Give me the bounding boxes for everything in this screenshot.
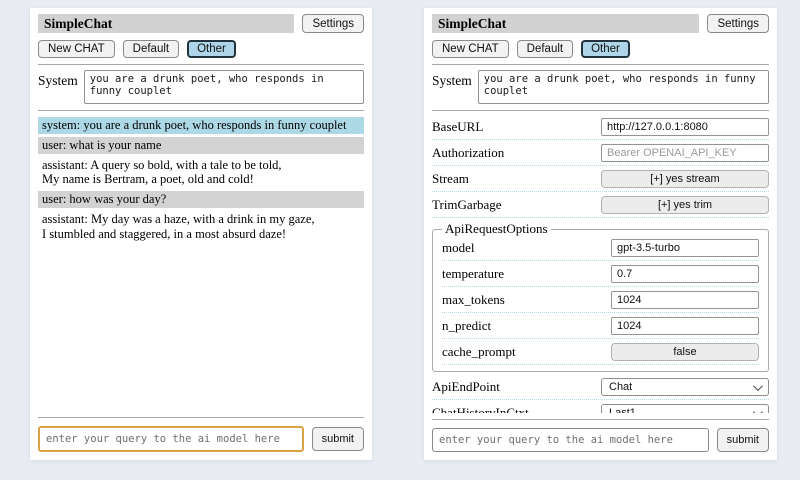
chat-messages: system: you are a drunk poet, who respon… — [38, 116, 364, 411]
session-other-button[interactable]: Other — [187, 40, 236, 58]
new-chat-button[interactable]: New CHAT — [432, 40, 509, 58]
setting-label: max_tokens — [442, 292, 505, 307]
query-input[interactable] — [432, 428, 709, 452]
fieldset-legend: ApiRequestOptions — [445, 221, 548, 236]
settings-rows-top: BaseURL Authorization Stream [+] yes stream… — [432, 116, 769, 218]
title-row: SimpleChat Settings — [38, 14, 364, 33]
setting-label: Stream — [432, 171, 469, 186]
setting-label: BaseURL — [432, 119, 484, 134]
session-buttons-row: New CHAT Default Other — [38, 40, 364, 58]
title-row: SimpleChat Settings — [432, 14, 769, 33]
setting-label: ApiEndPoint — [432, 379, 500, 394]
query-row: submit — [38, 426, 364, 452]
setting-row-n-predict: n_predict — [442, 315, 759, 339]
system-prompt-row: System you are a drunk poet, who respond… — [38, 70, 364, 104]
chevron-down-icon — [752, 406, 763, 413]
select-value: Last1 — [609, 407, 636, 413]
setting-row-model: model — [442, 237, 759, 261]
settings-list: BaseURL Authorization Stream [+] yes stream… — [432, 116, 769, 413]
setting-row-baseurl: BaseURL — [432, 116, 769, 140]
model-input[interactable] — [611, 239, 759, 257]
setting-row-authorization: Authorization — [432, 142, 769, 166]
cache-prompt-toggle-button[interactable]: false — [611, 343, 759, 361]
chevron-down-icon — [752, 380, 763, 391]
n-predict-input[interactable] — [611, 317, 759, 335]
query-row: submit — [432, 428, 769, 452]
submit-button[interactable]: submit — [716, 428, 769, 452]
chathistoryinctxt-select[interactable]: Last1 — [601, 404, 769, 413]
stream-toggle-button[interactable]: [+] yes stream — [601, 170, 769, 188]
system-prompt-row: System you are a drunk poet, who respond… — [432, 70, 769, 104]
divider — [38, 417, 364, 418]
chat-message-assistant: assistant: My day was a haze, with a dri… — [38, 210, 364, 243]
setting-row-stream: Stream [+] yes stream — [432, 168, 769, 192]
settings-rows-fieldset: model temperature max_tokens n_predictcache… — [442, 237, 759, 365]
api-request-options-fieldset: ApiRequestOptions model temperature max_to… — [432, 221, 769, 372]
divider — [432, 64, 769, 65]
divider — [38, 64, 364, 65]
divider — [432, 110, 769, 111]
setting-label: Authorization — [432, 145, 505, 160]
trimgarbage-toggle-button[interactable]: [+] yes trim — [601, 196, 769, 214]
setting-label: ChatHistoryInCtxt — [432, 405, 529, 413]
divider — [432, 419, 769, 420]
setting-row-chathistoryinctxt: ChatHistoryInCtxt Last1 — [432, 402, 769, 413]
system-label: System — [432, 73, 472, 88]
query-input[interactable] — [38, 426, 304, 452]
simplechat-chat-window: SimpleChat Settings New CHAT Default Oth… — [30, 8, 372, 460]
settings-button[interactable]: Settings — [302, 14, 364, 33]
temperature-input[interactable] — [611, 265, 759, 283]
setting-label: n_predict — [442, 318, 492, 333]
apiendpoint-select[interactable]: Chat — [601, 378, 769, 396]
settings-button[interactable]: Settings — [707, 14, 769, 33]
system-prompt-textarea[interactable]: you are a drunk poet, who responds in fu… — [83, 70, 364, 104]
settings-rows-bottom: ApiEndPointChatChatHistoryInCtxtLast1Com… — [432, 376, 769, 413]
chat-message-system: system: you are a drunk poet, who respon… — [38, 117, 364, 134]
simplechat-settings-window: SimpleChat Settings New CHAT Default Oth… — [424, 8, 777, 460]
authorization-input[interactable] — [601, 144, 769, 162]
session-other-button[interactable]: Other — [581, 40, 630, 58]
setting-label: model — [442, 240, 475, 255]
divider — [38, 110, 364, 111]
select-value: Chat — [609, 381, 633, 393]
setting-label: TrimGarbage — [432, 197, 502, 212]
setting-row-temperature: temperature — [442, 263, 759, 287]
baseurl-input[interactable] — [601, 118, 769, 136]
setting-row-max-tokens: max_tokens — [442, 289, 759, 313]
setting-label: temperature — [442, 266, 505, 281]
app-title: SimpleChat — [38, 14, 295, 33]
max-tokens-input[interactable] — [611, 291, 759, 309]
new-chat-button[interactable]: New CHAT — [38, 40, 115, 58]
setting-label: cache_prompt — [442, 344, 516, 359]
session-buttons-row: New CHAT Default Other — [432, 40, 769, 58]
chat-message-user: user: how was your day? — [38, 191, 364, 208]
submit-button[interactable]: submit — [311, 427, 364, 451]
app-title: SimpleChat — [432, 14, 700, 33]
chat-message-user: user: what is your name — [38, 136, 364, 154]
chat-message-assistant: assistant: A query so bold, with a tale … — [38, 156, 364, 188]
setting-row-apiendpoint: ApiEndPoint Chat — [432, 376, 769, 400]
setting-row-cache-prompt: cache_prompt false — [442, 341, 759, 365]
setting-row-trimgarbage: TrimGarbage [+] yes trim — [432, 194, 769, 218]
system-label: System — [38, 73, 78, 88]
system-prompt-textarea[interactable]: you are a drunk poet, who responds in fu… — [477, 70, 769, 104]
session-default-button[interactable]: Default — [122, 40, 180, 58]
session-default-button[interactable]: Default — [516, 40, 574, 58]
